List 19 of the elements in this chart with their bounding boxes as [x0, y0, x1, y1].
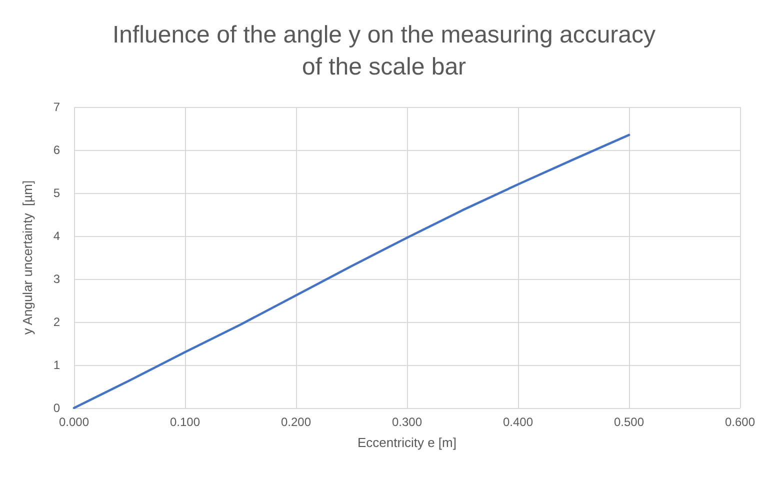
y-tick-label: 0 [53, 401, 60, 415]
y-tick-label: 6 [53, 143, 60, 157]
chart-title: Influence of the angle y on the measuring accuracy of the scale bar [112, 22, 656, 80]
x-tick-label: 0.200 [280, 415, 312, 429]
y-tick-label: 2 [53, 315, 60, 329]
x-tick-label: 0.500 [614, 415, 644, 429]
line-series [72, 134, 630, 410]
y-tick-label: 1 [53, 358, 60, 372]
x-tick-label: 0.100 [170, 415, 200, 429]
y-tick-label: 4 [53, 229, 60, 243]
y-tick-label: 7 [53, 100, 60, 114]
y-tick-label: 5 [53, 186, 60, 200]
x-tick-label: 0.000 [58, 415, 90, 429]
y-axis-title: y Angular uncertainty [µm] [20, 180, 35, 335]
x-axis-title: Eccentricity e [m] [358, 435, 456, 450]
x-tick-label: 0.300 [392, 415, 422, 429]
x-tick-label: 0.400 [502, 415, 534, 429]
y-tick-label: 3 [53, 272, 60, 286]
x-tick-label: 0.600 [724, 415, 756, 429]
